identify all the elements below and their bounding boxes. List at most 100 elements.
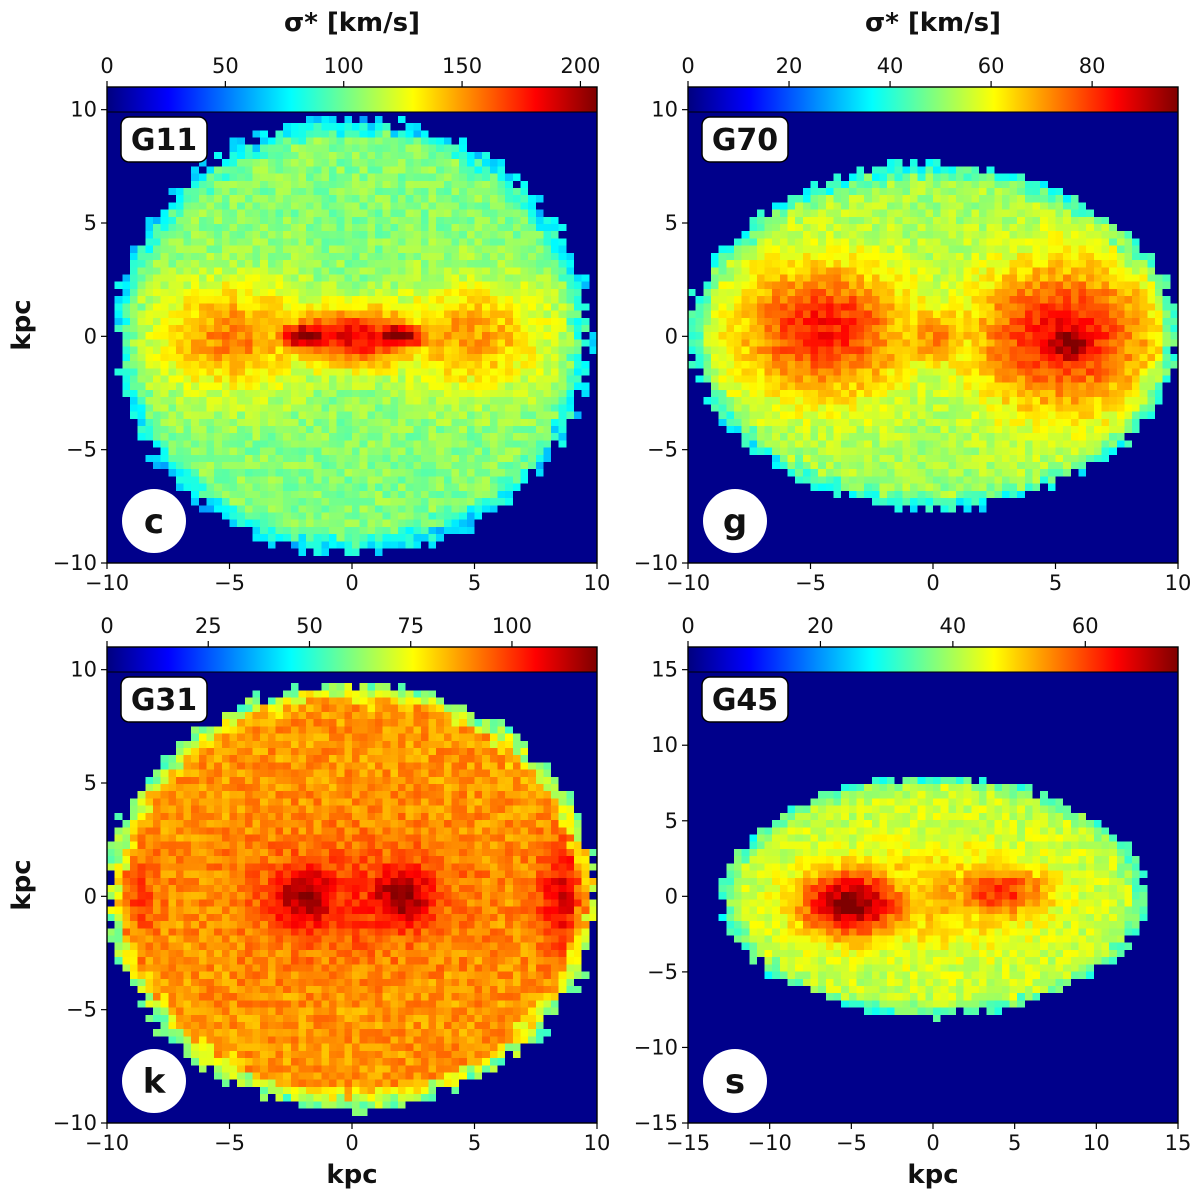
colorbar-tick-label: 40 <box>877 54 904 78</box>
colorbar <box>688 647 1178 672</box>
y-tick-label: 0 <box>84 324 97 348</box>
x-tick-label: −10 <box>748 1131 792 1155</box>
heatmap-image <box>107 87 597 563</box>
colorbar <box>107 647 597 672</box>
panel-letter: g <box>703 489 767 553</box>
x-tick-label: −5 <box>836 1131 867 1155</box>
y-tick-label: 10 <box>70 98 97 122</box>
galaxy-label-box <box>701 116 789 163</box>
x-tick-label: 10 <box>584 571 611 595</box>
colorbar-title: σ* [km/s] <box>865 8 1001 38</box>
galaxy-label: G11 <box>120 116 208 163</box>
panel-g45: 0 20 40 60 −15 −10 −5 0 5 10 15 −15 −10 −5 0 5 10 15 kpc G4… <box>634 614 1192 1190</box>
x-tick-label: 0 <box>926 571 939 595</box>
colorbar-tick-label: 100 <box>324 54 364 78</box>
galaxy-label-text: G70 <box>712 123 778 158</box>
y-tick-label: −5 <box>647 438 678 462</box>
x-tick-label: 10 <box>1083 1131 1110 1155</box>
y-tick-label: 5 <box>665 809 678 833</box>
x-tick-label: 5 <box>468 571 481 595</box>
x-tick-label: 5 <box>1049 571 1062 595</box>
panel-g70: 0 20 40 60 80 σ* [km/s] −10 −5 0 5 10 −10 −5 0 5 10 G70 g <box>634 8 1192 595</box>
colorbar-tick-label: 60 <box>1072 614 1099 638</box>
colorbar <box>107 87 597 112</box>
galaxy-label-box <box>120 116 208 163</box>
x-axis-title: kpc <box>326 1160 377 1190</box>
y-tick-label: −10 <box>53 551 97 575</box>
panel-g11: 0 50 100 150 200 σ* [km/s] −10 −5 0 5 10 −10 −5 0 5 10 k… <box>7 8 610 595</box>
y-tick-label: 10 <box>651 733 678 757</box>
galaxy-label-box <box>701 676 789 723</box>
x-tick-label: −5 <box>214 571 245 595</box>
galaxy-label-text: G11 <box>131 123 197 158</box>
y-tick-label: 15 <box>651 658 678 682</box>
x-tick-label: 15 <box>1165 1131 1192 1155</box>
galaxy-label: G70 <box>701 116 789 163</box>
x-tick-label: 10 <box>1165 571 1192 595</box>
y-tick-label: −15 <box>634 1111 678 1135</box>
panel-letter: s <box>703 1049 767 1113</box>
colorbar-tick-label: 50 <box>296 614 323 638</box>
y-tick-label: 0 <box>84 884 97 908</box>
x-tick-label: 0 <box>345 571 358 595</box>
y-tick-label: −10 <box>634 551 678 575</box>
y-tick-label: 10 <box>651 98 678 122</box>
panel-g31: 0 25 50 75 100 −10 −5 0 5 10 −10 −5 0 5 10 kpc kpc G31 k <box>7 614 610 1190</box>
x-tick-label: −10 <box>85 571 129 595</box>
colorbar-tick-label: 200 <box>560 54 600 78</box>
y-tick-label: 5 <box>665 211 678 235</box>
colorbar-tick-label: 60 <box>978 54 1005 78</box>
panel-letter-text: c <box>144 502 164 542</box>
heatmap-image <box>688 647 1178 1123</box>
y-tick-label: 0 <box>665 884 678 908</box>
y-tick-label: −10 <box>53 1111 97 1135</box>
galaxy-label: G45 <box>701 676 789 723</box>
colorbar-tick-label: 0 <box>681 54 694 78</box>
panel-letter-circle <box>122 489 186 553</box>
panel-letter-text: k <box>143 1062 167 1102</box>
y-axis-title: kpc <box>7 859 37 910</box>
galaxy-label-text: G31 <box>131 683 197 718</box>
colorbar-tick-label: 150 <box>442 54 482 78</box>
galaxy-label-text: G45 <box>712 683 778 718</box>
heatmap-image <box>107 647 597 1123</box>
panel-letter-circle <box>703 1049 767 1113</box>
galaxy-label: G31 <box>120 676 208 723</box>
colorbar-tick-label: 80 <box>1079 54 1106 78</box>
x-tick-label: −10 <box>85 1131 129 1155</box>
y-tick-label: 5 <box>84 211 97 235</box>
colorbar-title: σ* [km/s] <box>284 8 420 38</box>
panel-letter: k <box>122 1049 186 1113</box>
x-tick-label: 5 <box>468 1131 481 1155</box>
x-tick-label: −10 <box>666 571 710 595</box>
colorbar-tick-label: 40 <box>939 614 966 638</box>
y-tick-label: −5 <box>647 960 678 984</box>
y-tick-label: 5 <box>84 771 97 795</box>
colorbar-tick-label: 100 <box>492 614 532 638</box>
panel-letter-text: s <box>725 1062 745 1102</box>
x-axis-title: kpc <box>907 1160 958 1190</box>
panel-letter-circle <box>703 489 767 553</box>
x-tick-label: 0 <box>345 1131 358 1155</box>
y-tick-label: 10 <box>70 658 97 682</box>
x-tick-label: 0 <box>926 1131 939 1155</box>
y-tick-label: −5 <box>66 998 97 1022</box>
panel-letter-text: g <box>723 502 747 542</box>
colorbar-tick-label: 50 <box>212 54 239 78</box>
y-tick-label: −5 <box>66 438 97 462</box>
x-tick-label: −5 <box>795 571 826 595</box>
colorbar-tick-label: 25 <box>195 614 222 638</box>
panel-letter-circle <box>122 1049 186 1113</box>
x-tick-label: −5 <box>214 1131 245 1155</box>
y-tick-label: −10 <box>634 1035 678 1059</box>
colorbar-tick-label: 75 <box>397 614 424 638</box>
colorbar-tick-label: 20 <box>807 614 834 638</box>
panel-letter: c <box>122 489 186 553</box>
y-tick-label: 0 <box>665 324 678 348</box>
x-tick-label: 10 <box>584 1131 611 1155</box>
x-tick-label: −15 <box>666 1131 710 1155</box>
colorbar-tick-label: 0 <box>100 614 113 638</box>
colorbar-tick-label: 0 <box>100 54 113 78</box>
colorbar-tick-label: 20 <box>776 54 803 78</box>
